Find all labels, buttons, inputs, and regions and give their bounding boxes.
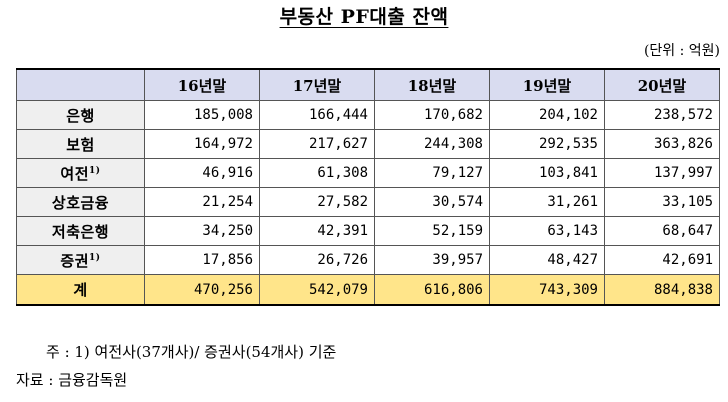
table-cell: 137,997: [604, 158, 720, 188]
table-cell: 17,856: [144, 245, 260, 275]
table-row: 상호금융 21,254 27,582 30,574 31,261 33,105: [16, 187, 720, 217]
total-cell: 470,256: [144, 274, 260, 306]
table-cell: 52,159: [374, 216, 490, 246]
total-cell: 542,079: [259, 274, 375, 306]
total-cell: 884,838: [604, 274, 720, 306]
table-cell: 48,427: [489, 245, 605, 275]
table-cell: 164,972: [144, 129, 260, 159]
document-title: 부동산 PF대출 잔액: [279, 6, 449, 28]
table-cell: 34,250: [144, 216, 260, 246]
unit-label: (단위 : 억원): [643, 43, 720, 59]
table-cell: 103,841: [489, 158, 605, 188]
table-cell: 170,682: [374, 100, 490, 130]
table-cell: 21,254: [144, 187, 260, 217]
row-label: 은행: [16, 100, 145, 130]
pf-loan-table: 16년말 17년말 18년말 19년말 20년말 은행 185,008 166,…: [16, 68, 720, 306]
row-label: 상호금융: [16, 187, 145, 217]
table-cell: 27,582: [259, 187, 375, 217]
header-cell-2017: 17년말: [259, 68, 375, 101]
table-cell: 185,008: [144, 100, 260, 130]
table-cell: 30,574: [374, 187, 490, 217]
table-cell: 46,916: [144, 158, 260, 188]
header-cell-2020: 20년말: [604, 68, 720, 101]
table-cell: 204,102: [489, 100, 605, 130]
table-cell: 26,726: [259, 245, 375, 275]
header-corner-cell: [16, 68, 145, 101]
footnote: 주 : 1) 여전사(37개사)/ 증권사(54개사) 기준: [46, 343, 337, 361]
row-label: 보험: [16, 129, 145, 159]
table-cell: 31,261: [489, 187, 605, 217]
table-cell: 244,308: [374, 129, 490, 159]
footnote-marker: 1): [89, 165, 101, 176]
row-label: 증권1): [16, 245, 145, 275]
table-cell: 292,535: [489, 129, 605, 159]
header-cell-2016: 16년말: [144, 68, 260, 101]
table-cell: 79,127: [374, 158, 490, 188]
table-cell: 363,826: [604, 129, 720, 159]
total-cell: 616,806: [374, 274, 490, 306]
table-cell: 238,572: [604, 100, 720, 130]
table-cell: 39,957: [374, 245, 490, 275]
table-header-row: 16년말 17년말 18년말 19년말 20년말: [16, 68, 720, 101]
table-row: 여전1) 46,916 61,308 79,127 103,841 137,99…: [16, 158, 720, 188]
table-row: 저축은행 34,250 42,391 52,159 63,143 68,647: [16, 216, 720, 246]
total-cell: 743,309: [489, 274, 605, 306]
header-cell-2019: 19년말: [489, 68, 605, 101]
total-label: 계: [16, 274, 145, 306]
table-row: 증권1) 17,856 26,726 39,957 48,427 42,691: [16, 245, 720, 275]
table-cell: 33,105: [604, 187, 720, 217]
table-cell: 42,391: [259, 216, 375, 246]
row-label: 저축은행: [16, 216, 145, 246]
table-cell: 68,647: [604, 216, 720, 246]
footnote-marker: 1): [89, 252, 101, 263]
source-note: 자료 : 금융감독원: [16, 371, 128, 389]
row-label: 여전1): [16, 158, 145, 188]
table-cell: 42,691: [604, 245, 720, 275]
table-row: 보험 164,972 217,627 244,308 292,535 363,8…: [16, 129, 720, 159]
total-row: 계 470,256 542,079 616,806 743,309 884,83…: [16, 274, 720, 306]
header-cell-2018: 18년말: [374, 68, 490, 101]
table-cell: 61,308: [259, 158, 375, 188]
table-cell: 217,627: [259, 129, 375, 159]
table-cell: 63,143: [489, 216, 605, 246]
table-row: 은행 185,008 166,444 170,682 204,102 238,5…: [16, 100, 720, 130]
table-cell: 166,444: [259, 100, 375, 130]
